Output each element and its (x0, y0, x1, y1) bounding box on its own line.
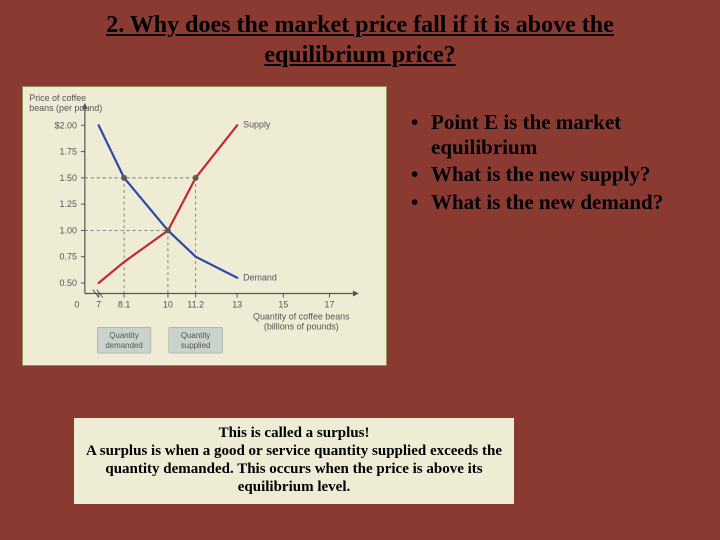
svg-text:10: 10 (163, 299, 173, 309)
chart-svg: Price of coffeebeans (per pound) $2.00 1.7… (23, 87, 386, 365)
svg-text:15: 15 (278, 299, 288, 309)
svg-text:1.75: 1.75 (60, 147, 77, 157)
svg-text:$2.00: $2.00 (55, 120, 77, 130)
svg-text:(billions of pounds): (billions of pounds) (264, 321, 339, 331)
bullet-text: Point E is the market equilibrium (431, 110, 621, 159)
bullet-item: What is the new demand? (409, 190, 694, 215)
svg-text:Demand: Demand (243, 273, 277, 283)
svg-text:beans (per pound): beans (per pound) (29, 103, 102, 113)
svg-text:supplied: supplied (181, 341, 211, 350)
svg-text:Quantity of coffee beans: Quantity of coffee beans (253, 311, 350, 321)
svg-text:0: 0 (74, 299, 79, 309)
bullet-item: Point E is the market equilibrium (409, 110, 694, 160)
svg-text:Supply: Supply (243, 119, 271, 129)
bullet-list: Point E is the market equilibrium What i… (409, 86, 694, 366)
svg-text:Quantity: Quantity (109, 331, 139, 340)
svg-text:1.00: 1.00 (60, 225, 77, 235)
bullet-text: What is the new supply? (431, 162, 650, 186)
bullet-item: What is the new supply? (409, 162, 694, 187)
svg-text:7: 7 (96, 299, 101, 309)
svg-text:13: 13 (232, 299, 242, 309)
bullet-text: What is the new demand? (431, 190, 663, 214)
page-title: 2. Why does the market price fall if it … (0, 0, 720, 74)
svg-text:Price of coffee: Price of coffee (29, 93, 86, 103)
surplus-footer: This is called a surplus!A surplus is wh… (74, 418, 514, 504)
svg-text:0.75: 0.75 (60, 252, 77, 262)
svg-text:1.25: 1.25 (60, 199, 77, 209)
content-row: Price of coffeebeans (per pound) $2.00 1.7… (0, 74, 720, 366)
svg-text:11.2: 11.2 (187, 299, 204, 309)
svg-text:demanded: demanded (105, 341, 143, 350)
svg-text:17: 17 (325, 299, 335, 309)
svg-text:8.1: 8.1 (118, 299, 130, 309)
svg-text:0.50: 0.50 (60, 278, 77, 288)
supply-demand-chart: Price of coffeebeans (per pound) $2.00 1.7… (22, 86, 387, 366)
svg-text:Quantity: Quantity (181, 331, 211, 340)
svg-text:1.50: 1.50 (60, 173, 77, 183)
